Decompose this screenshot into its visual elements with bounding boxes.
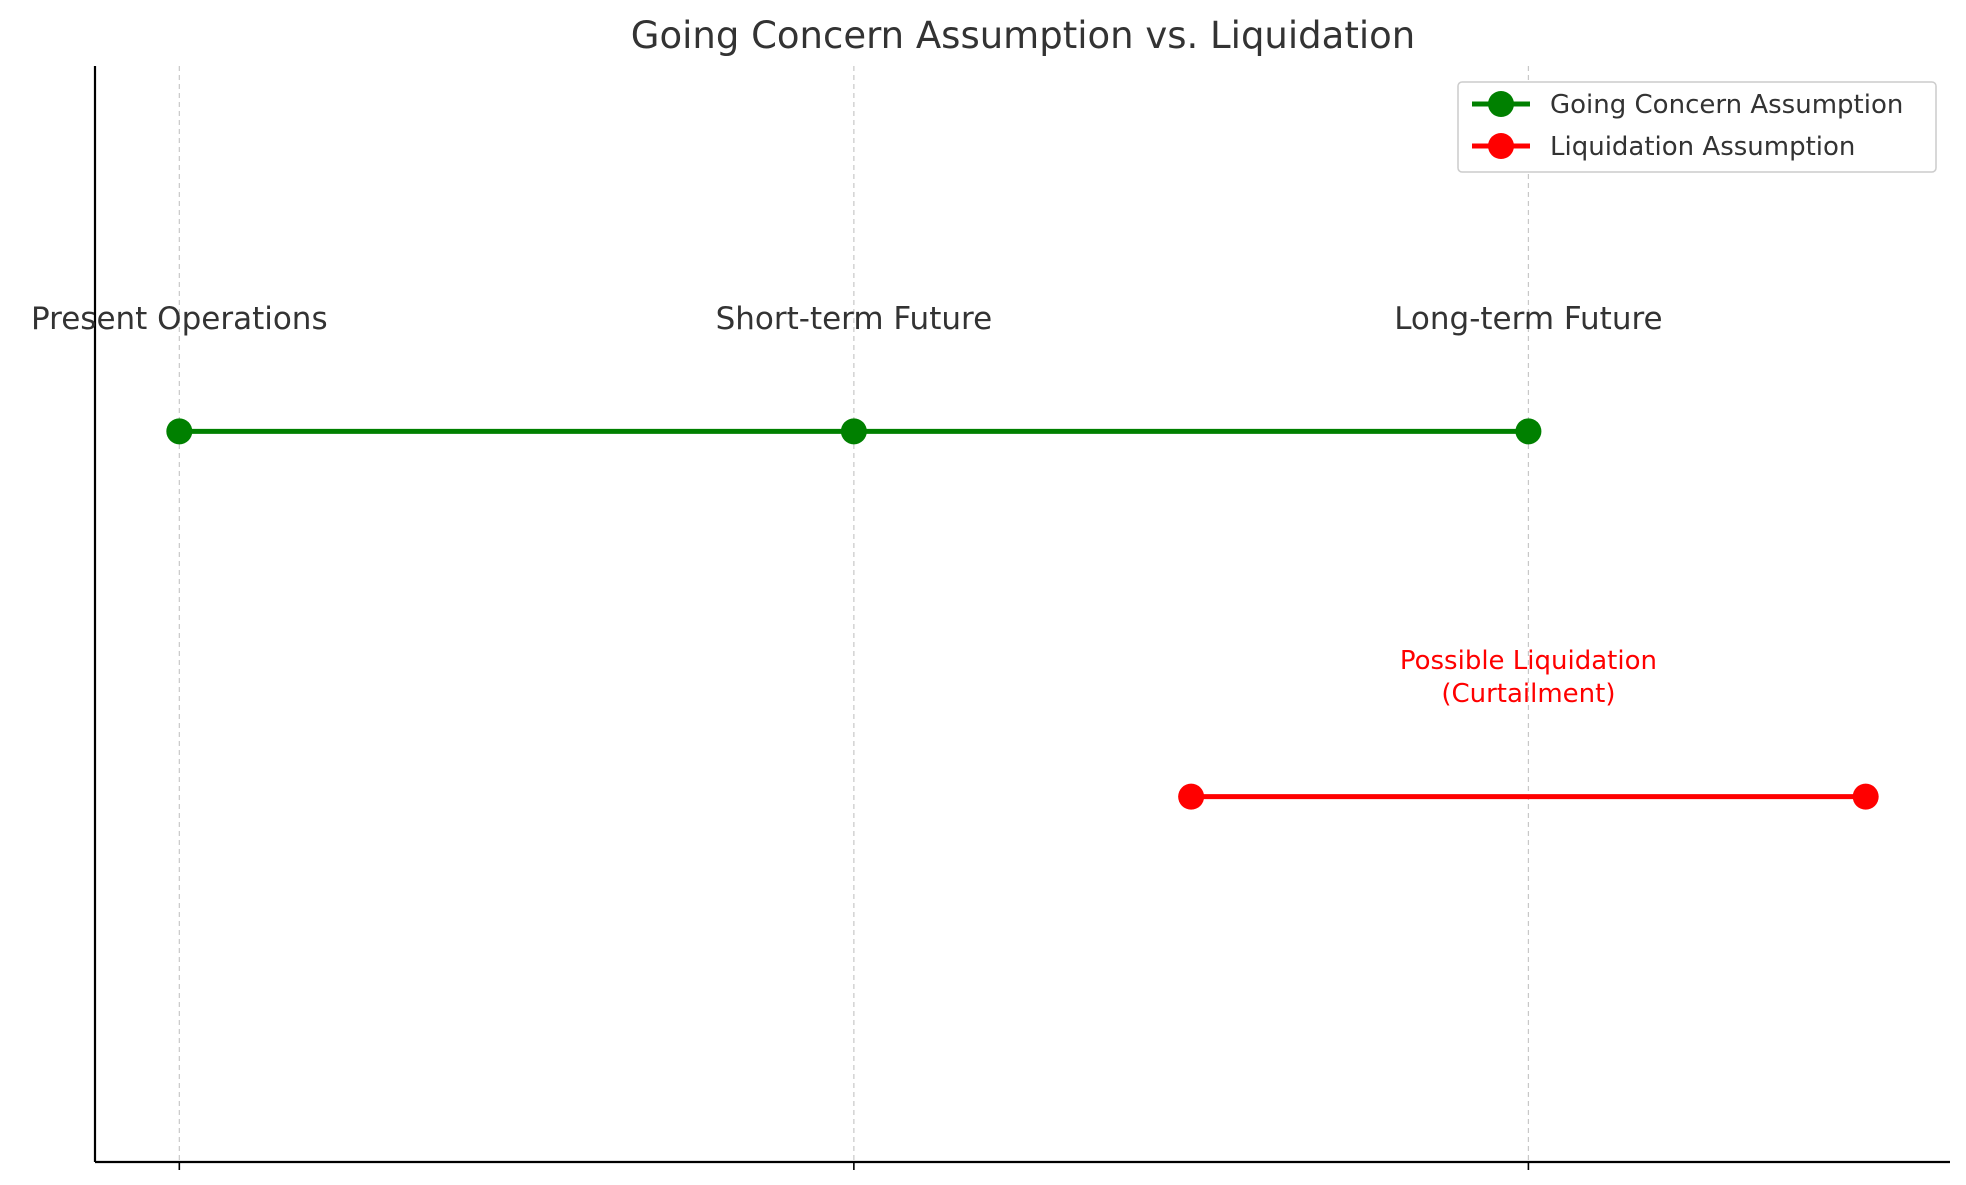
chart-title: Going Concern Assumption vs. Liquidation bbox=[631, 14, 1415, 57]
legend-label-1: Liquidation Assumption bbox=[1550, 132, 1855, 162]
annotation-0-line-1: (Curtailment) bbox=[1441, 679, 1615, 709]
legend-swatch-marker-0 bbox=[1488, 91, 1514, 117]
point-label-0: Present Operations bbox=[31, 301, 328, 337]
series-layer bbox=[166, 418, 1879, 810]
legend-label-0: Going Concern Assumption bbox=[1550, 90, 1903, 120]
axes-layer bbox=[93, 66, 1950, 1170]
legend: Going Concern Assumption Liquidation Assu… bbox=[1457, 81, 1937, 173]
legend-frame bbox=[1457, 81, 1937, 173]
series-0-point-1 bbox=[840, 418, 867, 445]
series-1-point-1 bbox=[1852, 783, 1879, 810]
legend-swatch-marker-1 bbox=[1488, 133, 1514, 159]
series-0-point-2 bbox=[1515, 418, 1542, 445]
grid-layer bbox=[178, 66, 1530, 1162]
labels-layer: Present Operations Short-term Future Long-… bbox=[31, 301, 1663, 709]
point-label-1: Short-term Future bbox=[716, 301, 993, 337]
series-1-point-0 bbox=[1178, 783, 1205, 810]
series-0-point-0 bbox=[166, 418, 193, 445]
point-label-2: Long-term Future bbox=[1394, 301, 1662, 337]
annotation-0-line-0: Possible Liquidation bbox=[1400, 646, 1657, 676]
